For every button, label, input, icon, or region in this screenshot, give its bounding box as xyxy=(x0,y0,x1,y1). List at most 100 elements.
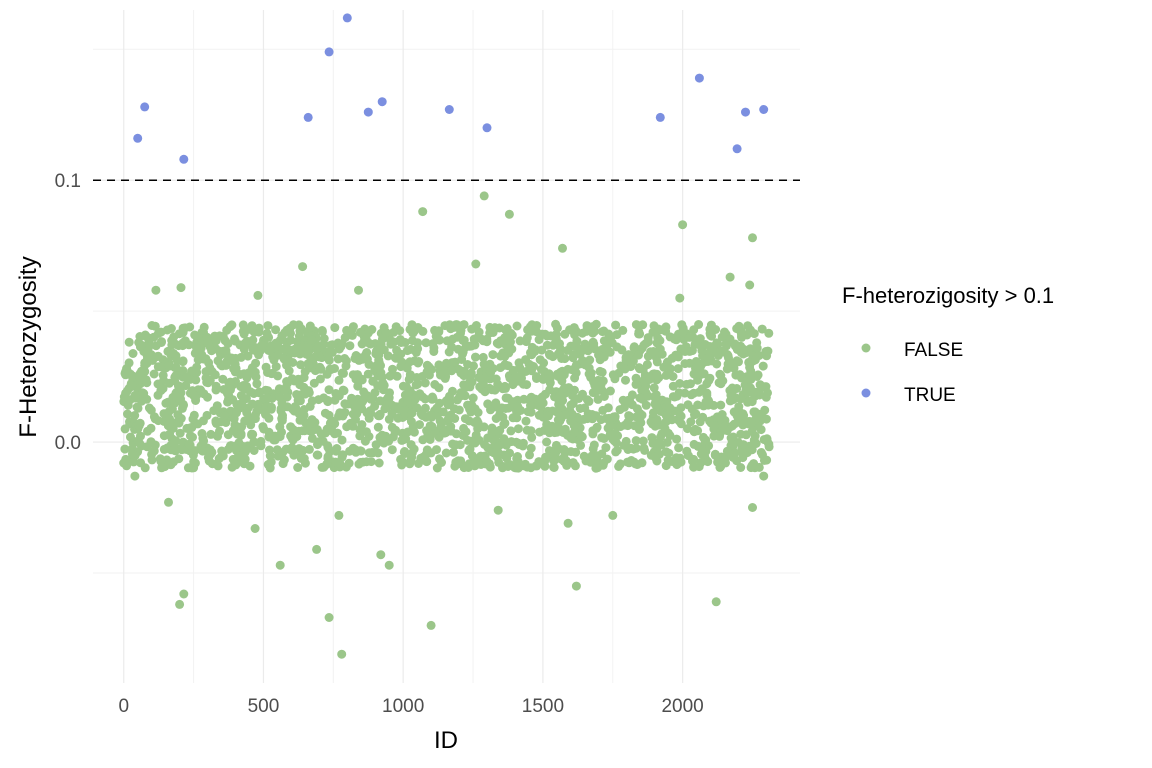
data-point-false xyxy=(568,458,578,468)
data-point-false xyxy=(450,357,460,367)
data-point-false xyxy=(749,407,759,417)
data-point-false xyxy=(264,346,274,355)
data-point-false xyxy=(521,416,531,426)
data-point-false xyxy=(379,385,388,395)
data-point-false xyxy=(197,429,207,438)
data-point-false xyxy=(192,343,201,353)
data-point-false xyxy=(527,326,537,336)
data-point-false xyxy=(605,386,615,396)
data-point-false xyxy=(526,426,536,436)
data-point-false xyxy=(319,393,329,403)
data-point-false xyxy=(427,422,437,431)
data-point-false xyxy=(533,401,543,410)
data-point-false xyxy=(569,427,579,437)
data-point-false xyxy=(240,338,250,348)
data-point-false xyxy=(298,342,308,352)
legend-label-true: TRUE xyxy=(904,385,956,406)
data-point-false xyxy=(631,436,641,446)
data-point-false xyxy=(748,233,757,243)
data-point-false xyxy=(445,320,455,330)
data-point-false xyxy=(435,454,444,464)
data-point-false xyxy=(340,399,350,409)
data-point-false xyxy=(282,360,291,370)
data-point-false xyxy=(337,435,347,445)
legend-key-false xyxy=(861,343,871,353)
data-point-false xyxy=(670,333,680,343)
data-point-false xyxy=(183,463,193,473)
data-point-false xyxy=(434,383,444,393)
data-point-false xyxy=(443,400,453,410)
data-point-false xyxy=(641,400,651,410)
y-axis-tick-labels: 0.0 0.1 xyxy=(55,171,81,454)
data-point-false xyxy=(503,462,513,471)
data-point-false xyxy=(170,376,180,386)
data-point-false xyxy=(199,436,209,446)
data-point-false xyxy=(120,424,130,434)
data-point-false xyxy=(715,369,725,379)
data-point-false xyxy=(569,421,579,431)
data-point-false xyxy=(266,457,276,467)
data-point-false xyxy=(502,453,512,463)
data-point-false xyxy=(330,395,340,405)
data-point-false xyxy=(164,497,173,507)
data-point-false xyxy=(532,372,541,382)
data-point-false xyxy=(463,435,473,445)
data-point-false xyxy=(140,463,150,473)
data-point-false xyxy=(626,443,636,453)
data-point-false xyxy=(595,366,605,376)
data-point-false xyxy=(732,456,742,466)
data-point-false xyxy=(526,401,535,411)
data-point-false xyxy=(540,461,550,471)
data-point-true xyxy=(303,112,313,122)
data-point-false xyxy=(748,503,757,512)
data-point-false xyxy=(122,364,132,373)
data-point-false xyxy=(294,331,304,341)
x-tick-label: 0 xyxy=(118,696,129,717)
data-point-false xyxy=(435,335,445,345)
data-point-false xyxy=(592,451,602,461)
data-point-false xyxy=(676,419,686,429)
data-point-false xyxy=(522,380,532,390)
data-point-false xyxy=(139,389,149,398)
data-point-false xyxy=(202,332,212,342)
data-point-false xyxy=(650,452,660,462)
data-point-false xyxy=(663,455,673,465)
data-point-false xyxy=(567,409,577,419)
data-point-false xyxy=(730,341,740,351)
data-point-false xyxy=(452,395,462,405)
data-point-false xyxy=(720,455,730,465)
data-point-false xyxy=(504,345,514,355)
data-point-false xyxy=(593,463,603,473)
data-point-false xyxy=(312,544,322,554)
data-point-false xyxy=(657,349,667,359)
data-point-false xyxy=(554,444,564,454)
data-point-false xyxy=(535,427,545,437)
data-point-false xyxy=(322,369,332,379)
data-point-false xyxy=(601,443,611,453)
data-point-false xyxy=(599,352,609,362)
data-point-false xyxy=(693,362,703,372)
data-point-false xyxy=(169,348,178,358)
data-point-false xyxy=(494,441,504,451)
data-point-false xyxy=(147,449,157,459)
data-point-false xyxy=(584,396,594,406)
data-point-false xyxy=(579,451,589,461)
data-point-false xyxy=(130,411,140,420)
data-point-false xyxy=(305,401,315,411)
data-point-false xyxy=(273,350,283,360)
data-point-false xyxy=(228,395,238,405)
data-point-true xyxy=(655,112,665,122)
data-point-false xyxy=(499,434,509,444)
data-point-false xyxy=(561,456,571,466)
data-point-false xyxy=(580,360,590,370)
data-point-false xyxy=(198,446,208,456)
data-point-false xyxy=(362,408,372,418)
data-point-false xyxy=(465,444,475,454)
data-point-false xyxy=(325,347,335,356)
data-point-false xyxy=(186,423,195,433)
data-point-false xyxy=(558,396,568,405)
data-point-false xyxy=(425,410,435,420)
data-point-false xyxy=(366,394,376,404)
data-point-false xyxy=(199,389,209,399)
data-point-false xyxy=(558,243,567,253)
